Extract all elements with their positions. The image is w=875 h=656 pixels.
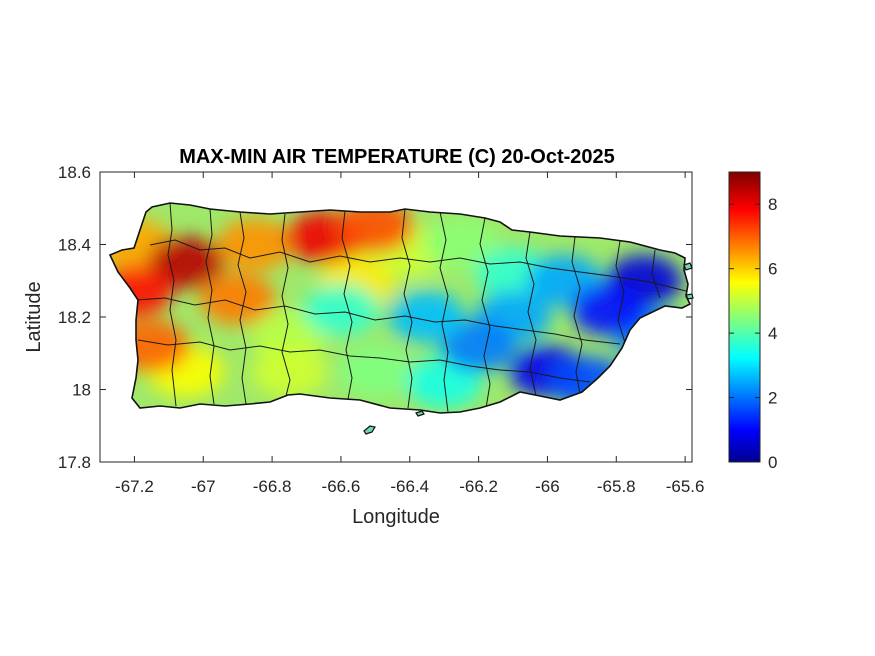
x-tick-label: -66.2 [459, 477, 498, 496]
municipality-boundary [137, 339, 591, 383]
x-tick-label: -66 [535, 477, 560, 496]
municipality-boundary [149, 239, 690, 293]
field-blob [337, 203, 414, 253]
small-islands [363, 262, 694, 435]
field-blob [216, 218, 293, 271]
y-tick-label: 18.6 [58, 163, 91, 182]
x-tick-label: -66.8 [253, 477, 292, 496]
colorbar-ticks: 0 2 4 6 8 [729, 195, 777, 472]
x-tick-label: -66.4 [390, 477, 429, 496]
field-blob [251, 345, 328, 398]
colorbar-tick-label: 4 [768, 324, 777, 343]
x-tick-label: -65.8 [597, 477, 636, 496]
municipality-boundary [651, 249, 661, 299]
x-tick-label: -66.6 [322, 477, 361, 496]
field-blob [199, 272, 276, 325]
map-title: MAX-MIN AIR TEMPERATURE (C) 20-Oct-2025 [179, 146, 615, 168]
municipality-boundary [341, 210, 353, 400]
municipality-boundaries [135, 203, 690, 413]
field-blob [302, 283, 379, 336]
east-islet [683, 262, 693, 271]
colorbar-tick-label: 2 [768, 389, 777, 408]
island-outline [108, 202, 692, 414]
field-blob [337, 345, 414, 398]
municipality-boundary [439, 211, 449, 413]
field-blob [440, 320, 517, 372]
municipality-boundary [525, 231, 537, 397]
colorbar-tick-label: 8 [768, 195, 777, 214]
municipality-boundary [205, 208, 215, 405]
colorbar-tick-label: 6 [768, 260, 777, 279]
x-tick-label: -67.2 [115, 477, 154, 496]
x-axis-label: Longitude [352, 506, 440, 528]
field-blob [571, 283, 648, 336]
field-blobs [110, 203, 689, 409]
colorbar-tick-label: 0 [768, 453, 777, 472]
x-tick-label: -67 [191, 477, 216, 496]
east-islet-2 [685, 293, 694, 300]
y-tick-label: 18.2 [58, 308, 91, 327]
y-tick-label: 17.8 [58, 453, 91, 472]
y-tick-label: 18.4 [58, 236, 91, 255]
municipality-boundary [479, 217, 491, 409]
temperature-field [110, 203, 690, 413]
x-axis: -67.2 -67 -66.8 -66.6 -66.4 -66.2 -66 -65.8 -65.… [115, 172, 704, 496]
south-islet [415, 410, 425, 417]
colorbar [728, 171, 761, 463]
municipality-boundary [237, 211, 247, 405]
caja-de-muertos-island [363, 425, 376, 435]
municipality-boundary [167, 203, 177, 407]
municipality-boundary [135, 297, 621, 345]
municipality-boundary [571, 236, 583, 395]
y-axis: 17.8 18 18.2 18.4 18.6 [58, 163, 692, 472]
municipality-boundary [615, 240, 627, 347]
municipality-boundary [401, 208, 413, 409]
x-tick-label: -65.6 [666, 477, 705, 496]
y-tick-label: 18 [72, 381, 91, 400]
y-axis-label: Latitude [23, 281, 45, 352]
municipality-boundary [281, 213, 291, 397]
